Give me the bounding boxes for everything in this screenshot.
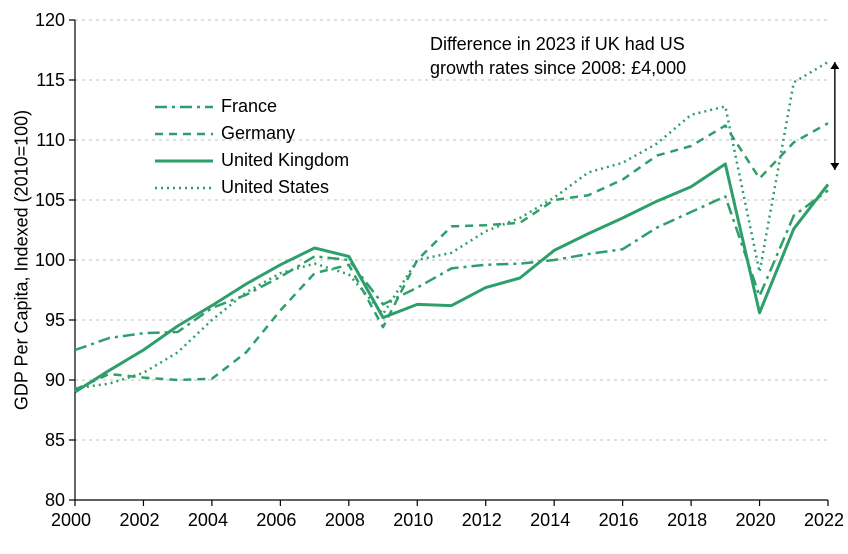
x-tick-label: 2000	[51, 510, 91, 531]
series-united-kingdom	[75, 164, 828, 392]
legend-label-united-kingdom: United Kingdom	[221, 150, 349, 171]
y-tick-label: 80	[45, 490, 65, 511]
y-tick-label: 120	[35, 10, 65, 31]
chart-svg	[0, 0, 848, 549]
legend-label-united-states: United States	[221, 177, 329, 198]
series-france	[75, 190, 828, 350]
y-tick-label: 110	[36, 130, 65, 151]
legend-label-germany: Germany	[221, 123, 295, 144]
x-tick-label: 2014	[530, 510, 570, 531]
x-tick-label: 2020	[736, 510, 776, 531]
gdp-per-capita-chart: France Germany United Kingdom United States…	[0, 0, 848, 549]
x-tick-label: 2012	[462, 510, 502, 531]
series-germany	[75, 123, 828, 389]
y-tick-label: 95	[45, 310, 65, 331]
x-tick-label: 2018	[667, 510, 707, 531]
x-tick-label: 2010	[393, 510, 433, 531]
annotation-line-0: Difference in 2023 if UK had US	[430, 34, 685, 55]
x-tick-label: 2022	[804, 510, 844, 531]
y-tick-label: 115	[36, 70, 65, 91]
y-tick-label: 85	[45, 430, 65, 451]
x-tick-label: 2006	[256, 510, 296, 531]
x-tick-label: 2008	[325, 510, 365, 531]
legend-label-france: France	[221, 96, 277, 117]
x-tick-label: 2002	[119, 510, 159, 531]
annotation-line-1: growth rates since 2008: £4,000	[430, 58, 686, 79]
x-tick-label: 2016	[599, 510, 639, 531]
y-tick-label: 90	[45, 370, 65, 391]
y-tick-label: 100	[35, 250, 65, 271]
y-tick-label: 105	[35, 190, 65, 211]
x-tick-label: 2004	[188, 510, 228, 531]
y-axis-label: GDP Per Capita, Indexed (2010=100)	[12, 110, 33, 410]
